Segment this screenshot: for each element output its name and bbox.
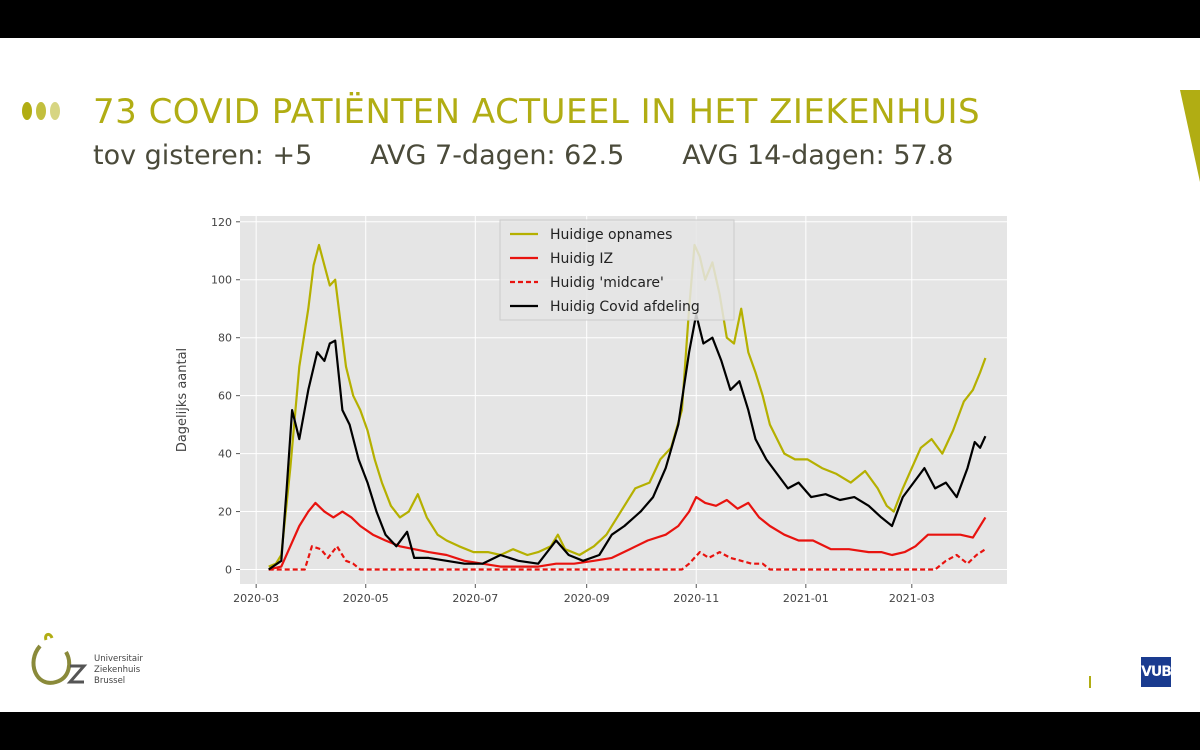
series-line-0 xyxy=(268,243,987,568)
dot-icon xyxy=(22,102,32,120)
x-tick-label: 2021-03 xyxy=(889,592,935,605)
vub-logo: VUB xyxy=(1141,657,1172,687)
legend-label: Huidig Covid afdeling xyxy=(550,299,700,315)
stat-avg14: AVG 14-dagen: 57.8 xyxy=(682,140,954,171)
y-tick-label: 40 xyxy=(218,448,232,461)
x-tick-label: 2020-11 xyxy=(673,592,719,605)
footer-separator xyxy=(1089,676,1091,688)
slide: 73 COVID PATIËNTEN ACTUEEL IN HET ZIEKEN… xyxy=(0,38,1200,712)
y-tick-label: 100 xyxy=(211,274,232,287)
x-tick-label: 2020-05 xyxy=(343,592,389,605)
dot-icon xyxy=(50,102,60,120)
logo-line: Universitair xyxy=(94,654,143,664)
stat-avg7: AVG 7-dagen: 62.5 xyxy=(370,140,625,171)
series-line-2 xyxy=(268,545,987,571)
x-tick-label: 2020-07 xyxy=(452,592,498,605)
y-tick-label: 60 xyxy=(218,390,232,403)
legend-box xyxy=(499,219,735,321)
x-tick-label: 2020-03 xyxy=(233,592,279,605)
stats-line: tov gisteren: +5 AVG 7-dagen: 62.5 AVG 14-… xyxy=(93,140,953,171)
series-line-3 xyxy=(268,313,987,571)
y-tick-label: 120 xyxy=(211,216,232,229)
y-tick-label: 20 xyxy=(218,506,232,519)
legend-label: Huidig IZ xyxy=(550,251,613,267)
dot-icon xyxy=(36,102,46,120)
legend-label: Huidig 'midcare' xyxy=(550,275,664,291)
uz-brussel-logo xyxy=(31,632,88,685)
page-title: 73 COVID PATIËNTEN ACTUEEL IN HET ZIEKEN… xyxy=(93,92,981,132)
x-tick-label: 2021-01 xyxy=(783,592,829,605)
legend-label: Huidige opnames xyxy=(550,227,672,243)
chart: 0 20 40 60 80 100 120 2020-03 2020-05 2020-07 2020… xyxy=(170,212,1015,622)
series-line-1 xyxy=(268,496,987,571)
x-tick-label: 2020-09 xyxy=(564,592,610,605)
chart-svg: 0 20 40 60 80 100 120 2020-03 2020-05 2020-07 2020… xyxy=(175,216,1007,605)
y-tick-label: 0 xyxy=(225,564,232,577)
logo-text: Universitair Ziekenhuis Brussel xyxy=(94,654,143,687)
stat-change: tov gisteren: +5 xyxy=(93,140,313,171)
y-axis-label: Dagelijks aantal xyxy=(175,348,190,452)
bullet-dots-icon xyxy=(22,102,60,120)
logo-line: Brussel xyxy=(94,676,126,686)
y-tick-label: 80 xyxy=(218,332,232,345)
corner-accent xyxy=(1180,90,1200,182)
logo-line: Ziekenhuis xyxy=(94,665,141,675)
